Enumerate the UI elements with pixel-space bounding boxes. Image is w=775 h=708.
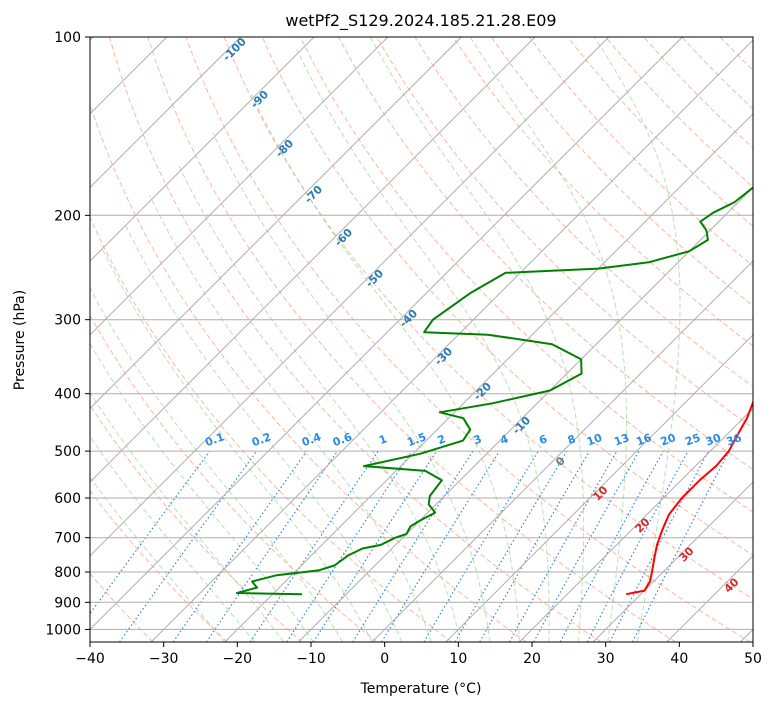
y-tick-label: 600 — [54, 491, 81, 507]
mixing-ratio-line — [313, 450, 438, 642]
y-axis-label: Pressure (hPa) — [12, 290, 28, 390]
mixing-ratio-label: 4 — [498, 432, 510, 447]
x-tick-label: 40 — [670, 651, 688, 667]
isotherm-line — [90, 37, 389, 336]
mixing-ratio-label: 30 — [704, 431, 723, 449]
moist-adiabat-line — [90, 286, 344, 642]
mixing-ratio-line — [533, 450, 640, 642]
isotherm-line — [592, 481, 753, 642]
moist-adiabat-line — [90, 342, 314, 642]
moist-adiabat-line — [123, 221, 403, 642]
mixing-ratio-line — [559, 450, 664, 642]
mixing-ratio-label: 0.4 — [300, 430, 323, 449]
isotherm-line — [150, 39, 753, 642]
isotherm-line — [519, 407, 753, 642]
x-tick-label: 30 — [597, 651, 615, 667]
mixing-ratio-line — [632, 450, 730, 642]
moist-adiabat-line — [178, 165, 461, 642]
dry-adiabat-line — [414, 37, 753, 388]
moist-adiabat-line — [594, 37, 681, 642]
plot-frame — [89, 36, 754, 643]
mixing-ratio-label: 2 — [436, 432, 448, 447]
x-tick-label: −20 — [223, 651, 253, 667]
moist-adiabat-line — [149, 195, 432, 642]
isotherm-line — [224, 113, 753, 642]
mixing-ratio-line — [90, 450, 211, 615]
dry-adiabat-line — [185, 37, 751, 642]
y-tick-label: 800 — [54, 565, 81, 581]
mixing-ratio-label: 0.6 — [331, 430, 354, 449]
dry-adiabat-line — [90, 404, 303, 642]
mixing-ratio-label: 36 — [725, 431, 744, 449]
mixing-ratio-label: 25 — [683, 431, 702, 448]
y-tick-label: 100 — [54, 30, 81, 46]
moist-adiabat-line — [90, 435, 255, 642]
dry-adiabat-line — [109, 37, 602, 642]
mixing-ratio-label: 0.1 — [203, 430, 226, 449]
y-tick-label: 300 — [54, 313, 81, 329]
mixing-ratio-label: 1 — [377, 432, 389, 447]
dry-adiabat-line — [90, 216, 452, 642]
mixing-ratio-label: 3 — [472, 432, 484, 447]
y-tick-label: 400 — [54, 387, 81, 403]
dry-adiabat-line — [90, 102, 527, 642]
moist-adiabat-line — [90, 476, 226, 642]
mixing-ratio-line — [205, 450, 338, 642]
dry-adiabat-line — [338, 37, 753, 471]
mixing-ratio-label: 16 — [634, 431, 653, 449]
dry-adiabat-line — [261, 37, 753, 556]
isotherm-line — [90, 37, 683, 631]
x-tick-label: −40 — [75, 651, 105, 667]
isotherm-line — [298, 186, 753, 642]
mixing-ratio-line — [249, 450, 379, 642]
mixing-ratio-label: 6 — [537, 432, 549, 447]
mixing-ratio-line — [381, 450, 500, 642]
dry-adiabat-line — [90, 572, 154, 642]
x-tick-label: 0 — [380, 651, 389, 667]
mixing-ratio-line — [352, 450, 474, 642]
chart-title: wetPf2_S129.2024.185.21.28.E09 — [285, 11, 556, 31]
moist-adiabat-line — [370, 37, 585, 642]
moist-adiabat-line — [296, 49, 550, 642]
isotherm-line — [90, 37, 536, 483]
dry-adiabat-line — [490, 37, 753, 307]
y-tick-label: 500 — [54, 444, 81, 460]
isotherm-line — [90, 37, 610, 557]
x-axis-label: Temperature (°C) — [360, 681, 482, 697]
y-tick-label: 900 — [54, 595, 81, 611]
y-tick-label: 700 — [54, 531, 81, 547]
dry-adiabat-line — [90, 489, 228, 642]
x-tick-label: 50 — [744, 651, 762, 667]
mixing-ratio-label: 13 — [612, 431, 631, 448]
dewpoint-profile-line — [235, 186, 753, 596]
dry-adiabat-line — [223, 37, 753, 600]
dry-adiabat-line — [147, 37, 676, 642]
moist-adiabat-line — [100, 245, 373, 642]
x-tick-label: 10 — [449, 651, 467, 667]
isotherm-line — [445, 334, 753, 642]
dry-adiabat-line — [90, 314, 378, 642]
mixing-ratio-label: 20 — [659, 431, 678, 449]
mixing-ratio-line — [172, 450, 308, 642]
mixing-ratio-label: 10 — [585, 431, 604, 449]
moist-adiabat-line — [251, 94, 520, 642]
isotherm-line — [371, 260, 753, 642]
x-tick-label: −10 — [296, 651, 326, 667]
mixing-ratio-line — [119, 450, 258, 642]
moist-adiabat-line — [469, 37, 627, 642]
isotherm-line — [90, 37, 462, 410]
y-tick-label: 200 — [54, 208, 81, 224]
isotherm-line — [90, 37, 241, 189]
mixing-ratio-label: 0.2 — [250, 430, 273, 449]
isotherm-line — [90, 37, 315, 262]
mixing-ratio-label: 1.5 — [405, 430, 428, 449]
temperature-profile-line — [626, 399, 753, 596]
y-tick-label: 1000 — [45, 622, 81, 638]
mixing-ratio-line — [509, 450, 618, 642]
x-tick-label: −30 — [149, 651, 179, 667]
x-tick-label: 20 — [523, 651, 541, 667]
mixing-ratio-label: 8 — [566, 432, 578, 447]
